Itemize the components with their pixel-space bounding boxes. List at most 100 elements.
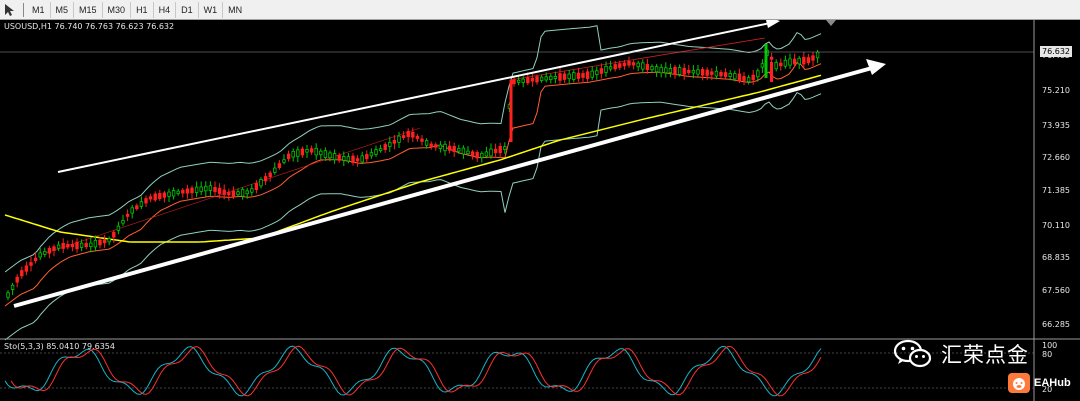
candle-body <box>585 71 590 79</box>
candle-body <box>181 189 185 194</box>
candle-body <box>687 69 691 74</box>
candle-body <box>227 192 231 196</box>
candle-body <box>314 147 318 156</box>
candle-body <box>29 262 33 266</box>
candle-body <box>631 62 636 66</box>
candle-body <box>217 187 222 194</box>
candle-body <box>277 163 282 169</box>
candle-body <box>751 74 755 81</box>
candle-body <box>250 188 254 193</box>
candle-body <box>480 152 484 158</box>
candle-body <box>705 69 709 76</box>
red-trendline <box>39 127 421 256</box>
candle-body <box>590 70 594 78</box>
timeframe-w1-button[interactable]: W1 <box>197 1 223 18</box>
candle-body <box>254 183 259 191</box>
candle-body <box>659 66 663 74</box>
chart-frame <box>0 20 1080 401</box>
candle-body <box>291 150 295 158</box>
candle-body <box>549 75 553 80</box>
candle-body <box>107 238 111 243</box>
timeframe-m15-button[interactable]: M15 <box>73 1 102 18</box>
bollinger-bands <box>4 25 822 341</box>
candle-body <box>562 73 567 80</box>
price-chart[interactable] <box>0 20 1080 401</box>
candle-body <box>673 66 677 75</box>
candle-body <box>475 151 479 159</box>
stochastic-main-line <box>4 345 822 397</box>
candle-body <box>723 72 728 77</box>
wechat-icon <box>893 339 932 368</box>
eahub-logo-text: EAHub <box>1034 377 1071 389</box>
candle-body <box>388 141 392 147</box>
candle-body <box>788 58 792 66</box>
timeframe-m5-button[interactable]: M5 <box>49 1 74 18</box>
cursor-icon[interactable] <box>2 3 16 17</box>
candle-body <box>70 244 75 248</box>
candle-body <box>420 138 424 142</box>
candle-body <box>429 143 433 147</box>
candle-body <box>332 153 337 161</box>
candle-body <box>769 56 774 60</box>
candle-body <box>728 73 732 78</box>
price-label: 68.835 <box>1042 253 1070 262</box>
timeframe-mn-button[interactable]: MN <box>222 1 247 18</box>
candle-body <box>470 151 475 157</box>
candle-body <box>116 225 121 231</box>
candle-body <box>309 148 314 153</box>
candle-body <box>93 239 98 248</box>
candle-body <box>539 76 544 81</box>
price-label: 75.210 <box>1042 86 1070 95</box>
candle-body <box>305 149 309 153</box>
timeframe-h1-button[interactable]: H1 <box>130 1 153 18</box>
candle-body <box>139 201 144 207</box>
candle-body <box>696 69 700 75</box>
candle-body <box>33 257 38 262</box>
timeframe-d1-button[interactable]: D1 <box>175 1 198 18</box>
candle-body <box>733 73 737 80</box>
candle-body <box>259 179 263 187</box>
candle-body <box>636 62 640 68</box>
candle-body <box>355 158 360 162</box>
candle-body <box>319 150 323 155</box>
candle-body <box>627 61 631 66</box>
candle-body <box>10 284 15 290</box>
candle-body <box>764 44 768 78</box>
timeframe-m30-button[interactable]: M30 <box>101 1 131 18</box>
candle-body <box>153 193 157 201</box>
lower-trend-arrow-head <box>866 59 886 75</box>
candle-body <box>774 62 778 70</box>
watermark-text: 汇荣点金 <box>941 343 1029 367</box>
candle-body <box>530 78 535 82</box>
candle-body <box>300 148 305 156</box>
candle-body <box>581 73 585 78</box>
price-label: 70.110 <box>1042 221 1070 230</box>
candle-body <box>516 79 521 83</box>
candle-body <box>231 190 236 197</box>
stochastic-oscillator <box>0 345 1034 397</box>
candle-body <box>89 242 93 247</box>
candle-body <box>424 140 429 146</box>
candle-body <box>452 146 456 152</box>
candle-body <box>535 76 539 83</box>
candle-body <box>167 191 171 197</box>
candle-body <box>443 143 447 152</box>
candle-body <box>447 145 452 151</box>
timeframe-m1-button[interactable]: M1 <box>32 4 45 15</box>
candle-body <box>374 149 378 155</box>
price-label: 73.935 <box>1042 121 1070 130</box>
candle-body <box>328 152 332 159</box>
upper-trend-arrow-head <box>766 20 780 28</box>
candle-body <box>411 131 415 138</box>
timeframe-toolbar: M1 M5 M15 M30 H1 H4 D1 W1 MN <box>0 0 1080 20</box>
candle-body <box>806 57 811 64</box>
pig-icon <box>1008 373 1030 393</box>
candle-body <box>622 62 627 67</box>
timeframe-h4-button[interactable]: H4 <box>152 1 176 18</box>
candle-body <box>190 187 194 194</box>
candle-body <box>802 56 806 65</box>
candle-body <box>20 270 24 277</box>
candle-body <box>544 76 548 81</box>
price-label: 71.385 <box>1042 186 1070 195</box>
candle-body <box>66 243 70 248</box>
